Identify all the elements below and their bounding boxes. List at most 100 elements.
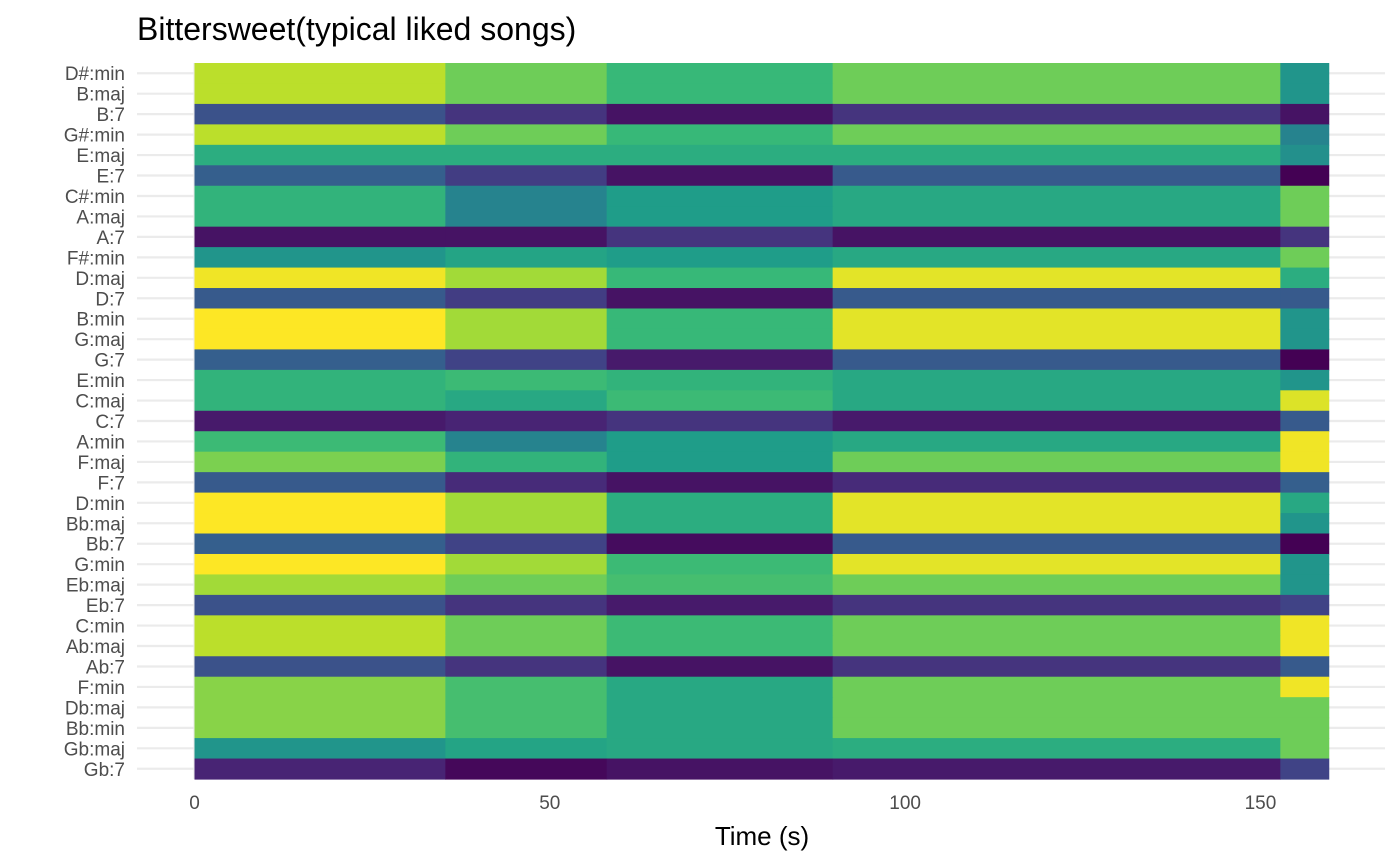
heatmap-cell (606, 288, 834, 310)
y-tick-label: B:min (76, 310, 125, 331)
heatmap-cell (445, 328, 608, 350)
y-tick-label: C#:min (65, 187, 125, 208)
heatmap-cell (1280, 369, 1330, 391)
heatmap-cell (606, 206, 834, 228)
heatmap-cell (606, 144, 834, 166)
heatmap-cell (832, 267, 1281, 289)
heatmap-cell (832, 758, 1281, 780)
heatmap-cell (832, 390, 1281, 412)
y-tick-label: Bb:maj (66, 514, 125, 535)
heatmap-cell (194, 328, 446, 350)
y-tick-label: G#:min (64, 126, 125, 147)
heatmap-cell (445, 431, 608, 453)
heatmap-cell (445, 676, 608, 698)
heatmap-cell (194, 288, 446, 310)
y-tick-label: Gb:maj (64, 739, 125, 760)
heatmap-cell (606, 124, 834, 146)
heatmap-cell (832, 288, 1281, 310)
heatmap-cell (194, 594, 446, 616)
heatmap-cell (1280, 390, 1330, 412)
heatmap-cell (194, 390, 446, 412)
heatmap-cell (1280, 717, 1330, 739)
y-tick-label: D:min (75, 494, 125, 515)
heatmap-cell (1280, 308, 1330, 330)
heatmap-cell (832, 533, 1281, 555)
heatmap-cell (445, 656, 608, 678)
heatmap-cell (1280, 513, 1330, 535)
heatmap-cell (194, 717, 446, 739)
heatmap-cell (1280, 288, 1330, 310)
y-tick-label: Bb:7 (86, 535, 125, 556)
y-tick-label: D:maj (75, 269, 125, 290)
heatmap-cell (1280, 185, 1330, 207)
y-tick-label: A:7 (96, 228, 125, 249)
y-tick-label: C:min (75, 617, 125, 638)
y-tick-label: D:7 (95, 289, 125, 310)
heatmap-cell (606, 267, 834, 289)
y-tick-label: B:maj (76, 85, 125, 106)
heatmap-cell (832, 594, 1281, 616)
heatmap-cell (606, 185, 834, 207)
heatmap-cell (445, 410, 608, 432)
heatmap-cell (606, 615, 834, 637)
y-tick-label: Ab:maj (66, 637, 125, 658)
heatmap-cell (606, 472, 834, 494)
heatmap-cell (606, 758, 834, 780)
heatmap-cell (1280, 738, 1330, 760)
heatmap-cell (445, 697, 608, 719)
heatmap-cell (832, 410, 1281, 432)
heatmap-cell (445, 553, 608, 576)
heatmap-cell (445, 451, 608, 473)
heatmap-cell (832, 431, 1281, 453)
x-tick-label: 50 (539, 793, 560, 814)
heatmap-cell (194, 758, 446, 780)
heatmap-cell (194, 697, 446, 719)
heatmap-cell (606, 226, 834, 248)
heatmap-cell (606, 697, 834, 719)
chart-title: Bittersweet(typical liked songs) (137, 11, 576, 47)
heatmap-cell (445, 369, 608, 391)
heatmap-cell (1280, 165, 1330, 187)
heatmap-cell (606, 165, 834, 187)
heatmap-cell (832, 676, 1281, 698)
y-tick-label: G:maj (74, 330, 125, 351)
heatmap-cell (832, 308, 1281, 330)
heatmap-cell (1280, 349, 1330, 371)
heatmap-cell (832, 63, 1281, 85)
heatmap-cell (445, 717, 608, 739)
heatmap-cell (194, 247, 446, 269)
heatmap-cell (194, 185, 446, 207)
y-tick-label: Eb:maj (66, 576, 125, 597)
heatmap-cell (1280, 144, 1330, 166)
heatmap-cell (1280, 267, 1330, 289)
heatmap-cell (1280, 553, 1330, 576)
y-tick-label: Ab:7 (86, 657, 125, 678)
heatmap-cell (194, 349, 446, 371)
y-tick-label: C:maj (75, 392, 125, 413)
heatmap-cell (606, 533, 834, 555)
y-tick-label: Bb:min (66, 719, 125, 740)
heatmap-cell (445, 615, 608, 637)
y-tick-label: Gb:7 (84, 760, 125, 781)
heatmap-cell (832, 165, 1281, 187)
heatmap-cell (832, 492, 1281, 514)
y-tick-label: G:7 (94, 351, 125, 372)
y-tick-label: F:maj (78, 453, 126, 474)
heatmap-cell (445, 738, 608, 760)
y-tick-label: C:7 (95, 412, 125, 433)
heatmap-cell (606, 308, 834, 330)
y-tick-label: E:min (76, 371, 125, 392)
x-axis-tick-labels: 0 50 100 150 (189, 793, 1276, 814)
heatmap-cell (606, 574, 834, 596)
heatmap-cell (832, 349, 1281, 371)
heatmap-cell (194, 369, 446, 391)
heatmap-cell (606, 717, 834, 739)
heatmap-cell (445, 165, 608, 187)
heatmap-cell (832, 103, 1281, 125)
heatmap-cell (1280, 63, 1330, 85)
heatmap-cell (606, 513, 834, 535)
heatmap-cell (445, 247, 608, 269)
heatmap-cell (445, 124, 608, 146)
heatmap-cell (606, 553, 834, 576)
